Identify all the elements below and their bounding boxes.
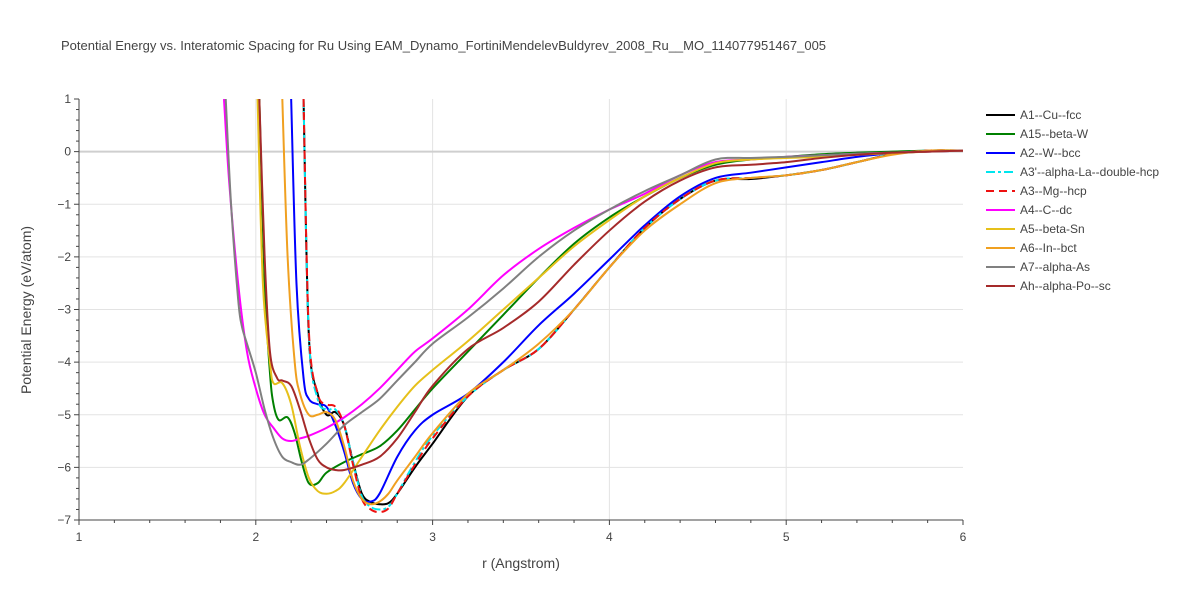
legend-label: A15--beta-W (1020, 127, 1089, 141)
legend-item[interactable]: A6--In--bct (986, 241, 1077, 255)
series-line-9 (224, 99, 963, 466)
x-tick-label: 5 (783, 530, 790, 544)
legend-label: A3--Mg--hcp (1020, 184, 1087, 198)
y-tick-label: −1 (57, 197, 71, 211)
legend-item[interactable]: A3'--alpha-La--double-hcp (986, 165, 1159, 179)
y-tick-label: −6 (57, 460, 71, 474)
legend-item[interactable]: A2--W--bcc (986, 146, 1080, 160)
y-tick-label: −3 (57, 303, 71, 317)
x-tick-label: 3 (429, 530, 436, 544)
legend-label: A4--C--dc (1020, 203, 1072, 217)
legend-label: A6--In--bct (1020, 241, 1077, 255)
legend-item[interactable]: A7--alpha-As (986, 260, 1090, 274)
y-axis-title: Potential Energy (eV/atom) (18, 226, 34, 394)
legend-item[interactable]: A4--C--dc (986, 203, 1072, 217)
y-tick-label: 1 (64, 92, 71, 106)
y-tick-label: −4 (57, 355, 71, 369)
chart-title: Potential Energy vs. Interatomic Spacing… (61, 38, 826, 53)
legend-label: A1--Cu--fcc (1020, 108, 1081, 122)
series-line-6 (222, 99, 963, 443)
axes: 1 2 3 4 5 6 1 0 −1 −2 −3 −4 −5 −6 −7 (57, 92, 966, 544)
series-line-8 (281, 99, 963, 506)
legend-item[interactable]: A15--beta-W (986, 127, 1089, 141)
series-line-7 (256, 99, 963, 495)
x-tick-label: 4 (606, 530, 613, 544)
legend-item[interactable]: A1--Cu--fcc (986, 108, 1081, 122)
x-tick-label: 1 (76, 530, 83, 544)
grid-lines (79, 99, 963, 520)
x-tick-label: 6 (960, 530, 967, 544)
legend-item[interactable]: Ah--alpha-Po--sc (986, 279, 1111, 293)
y-tick-label: 0 (64, 145, 71, 159)
legend-item[interactable]: A5--beta-Sn (986, 222, 1085, 236)
legend-label: A2--W--bcc (1020, 146, 1080, 160)
legend-label: Ah--alpha-Po--sc (1020, 279, 1111, 293)
series-line-10 (258, 99, 963, 472)
y-tick-label: −7 (57, 513, 71, 527)
series-line-3 (290, 99, 963, 503)
legend-label: A5--beta-Sn (1020, 222, 1085, 236)
y-tick-label: −2 (57, 250, 71, 264)
legend-item[interactable]: A3--Mg--hcp (986, 184, 1087, 198)
plot-area (222, 99, 963, 514)
legend-label: A3'--alpha-La--double-hcp (1020, 165, 1159, 179)
legend[interactable]: A1--Cu--fcc A15--beta-W A2--W--bcc A3'--alp… (986, 108, 1159, 293)
legend-label: A7--alpha-As (1020, 260, 1090, 274)
x-axis-title: r (Angstrom) (482, 555, 560, 571)
x-tick-label: 2 (252, 530, 259, 544)
y-tick-label: −5 (57, 408, 71, 422)
